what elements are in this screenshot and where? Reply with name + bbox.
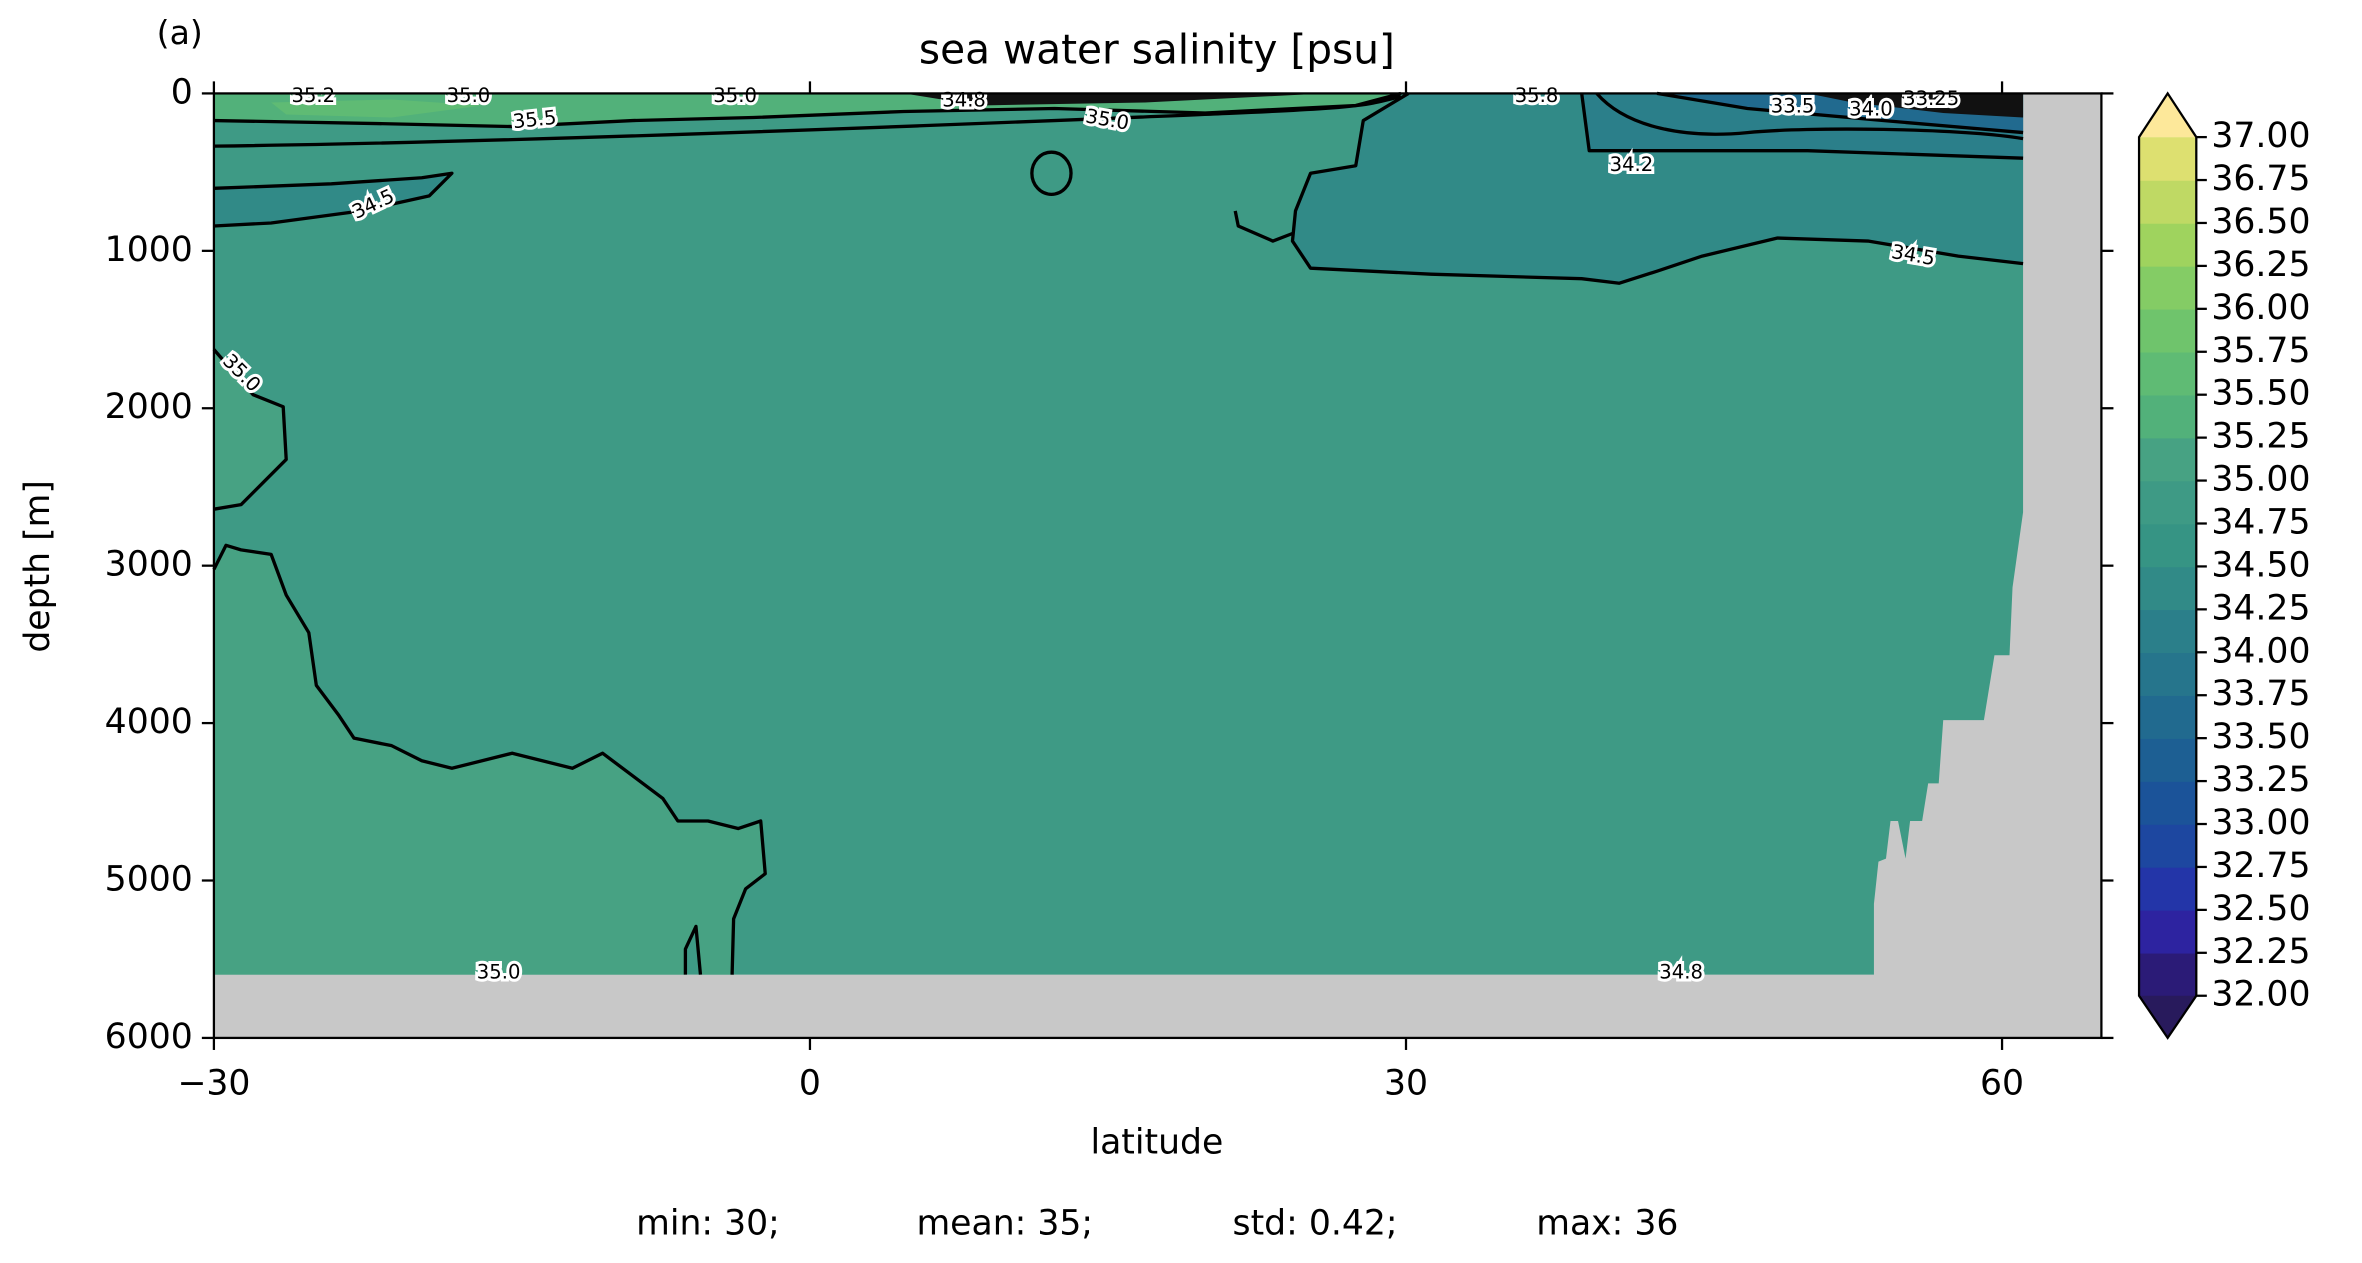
colorbar-tick-label: 36.00 [2211, 288, 2310, 328]
contour-line [1233, 210, 1294, 243]
contour-label: 35.5 [512, 106, 558, 133]
colorbar-tick-label: 36.25 [2211, 245, 2310, 285]
colorbar-extend [2139, 93, 2197, 138]
stat: std: 0.42; [1233, 1204, 1398, 1244]
contour-label: 35.0 [713, 84, 757, 107]
y-tick-label: 0 [171, 72, 193, 112]
chart-title: sea water salinity [psu] [919, 26, 1395, 74]
colorbar-tick-label: 34.75 [2211, 502, 2310, 542]
colorbar-band [2139, 137, 2197, 181]
colorbar-tick-label: 32.25 [2211, 932, 2310, 972]
contour-line [1656, 91, 2024, 135]
colorbar-tick-label: 36.50 [2211, 202, 2310, 242]
contour-line [1595, 92, 2024, 141]
colorbar-band [2139, 952, 2197, 997]
colorbar-tick-label: 33.75 [2211, 674, 2310, 714]
y-axis-label: depth [m] [18, 480, 58, 653]
y-tick-label: 5000 [105, 860, 193, 900]
contour-label: 35.2 [292, 84, 336, 107]
region-fill [213, 349, 287, 510]
region-fill [271, 99, 483, 118]
y-tick-label: 1000 [105, 230, 193, 270]
colorbar-band [2139, 695, 2197, 739]
y-tick-label: 6000 [105, 1017, 193, 1057]
y-tick-label: 3000 [105, 545, 193, 585]
colorbar-tick-label: 32.75 [2211, 846, 2310, 886]
ocean-fill [213, 93, 2024, 975]
colorbar-extend [2139, 995, 2197, 1038]
colorbar-tick-label: 35.75 [2211, 331, 2310, 371]
panel-label: (a) [157, 13, 203, 52]
contour-line [212, 348, 288, 511]
colorbar-band [2139, 437, 2197, 482]
colorbar-band [2139, 909, 2197, 954]
colorbar-tick-label: 32.50 [2211, 889, 2310, 929]
contour-line [212, 543, 767, 975]
contour-line [213, 171, 454, 228]
colorbar-tick-label: 32.00 [2211, 975, 2310, 1015]
x-tick-label: 60 [1980, 1064, 2024, 1104]
stat: min: 30; [636, 1204, 780, 1244]
colorbar-band [2139, 738, 2197, 782]
x-tick-label: −30 [177, 1064, 250, 1104]
contour-label: 34.8 [942, 88, 986, 111]
colorbar-band [2139, 609, 2197, 654]
colorbar-tick-label: 34.25 [2211, 588, 2310, 628]
contour-label: 34.0 [1849, 97, 1893, 120]
x-axis-label: latitude [1090, 1122, 1223, 1162]
contour-line [1290, 92, 2024, 285]
colorbar-band [2139, 866, 2197, 911]
colorbar-band [2139, 351, 2197, 396]
colorbar-tick-label: 33.50 [2211, 717, 2310, 757]
y-tick-label: 2000 [105, 387, 193, 427]
colorbar-band [2139, 523, 2197, 568]
colorbar-tick-label: 36.75 [2211, 159, 2310, 199]
colorbar-tick-label: 35.00 [2211, 460, 2310, 500]
contour-label: 34.2 [1610, 153, 1654, 176]
contour-label: 34.8 [1659, 961, 1703, 984]
x-tick-label: 0 [799, 1064, 821, 1104]
contour-line [1580, 93, 2024, 160]
stat: max: 36 [1536, 1204, 1678, 1244]
colorbar-band [2139, 265, 2197, 310]
colorbar-tick-label: 34.50 [2211, 545, 2310, 585]
colorbar-band [2139, 652, 2197, 696]
region-fill [903, 93, 1326, 106]
colorbar-band [2139, 394, 2197, 439]
colorbar-band [2139, 781, 2197, 825]
contour-label: 35.8 [1515, 84, 1559, 107]
contour-label: 35.0 [477, 961, 521, 984]
colorbar-band [2139, 566, 2197, 611]
x-tick-label: 30 [1384, 1064, 1428, 1104]
colorbar-tick-label: 35.50 [2211, 374, 2310, 414]
region-fill [1807, 93, 2024, 118]
contour-line [213, 94, 1402, 148]
colorbar-band [2139, 308, 2197, 353]
colorbar-tick-label: 37.00 [2211, 116, 2310, 156]
colorbar-tick-label: 33.25 [2211, 760, 2310, 800]
colorbar-tick-label: 35.25 [2211, 417, 2310, 457]
y-tick-label: 4000 [105, 702, 193, 742]
contour-label: 35.0 [447, 84, 491, 107]
contour-label: 33.5 [1771, 94, 1815, 117]
colorbar-band [2139, 180, 2197, 224]
contour-line [1030, 150, 1073, 197]
colorbar-band [2139, 222, 2197, 267]
colorbar-tick-label: 33.00 [2211, 803, 2310, 843]
contour-label: 33.25 [1903, 87, 1959, 110]
stat: mean: 35; [916, 1204, 1093, 1244]
colorbar-band [2139, 824, 2197, 868]
colorbar-tick-label: 34.00 [2211, 631, 2310, 671]
colorbar-band [2139, 480, 2197, 525]
